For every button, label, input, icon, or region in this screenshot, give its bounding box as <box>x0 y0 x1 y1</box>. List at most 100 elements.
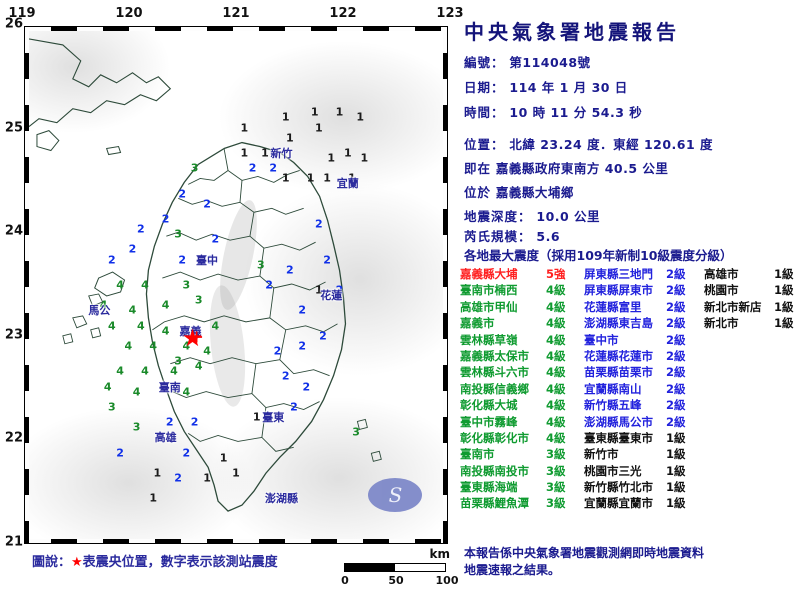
map-border-segment <box>155 27 181 31</box>
intensity-location-name: 高雄市 <box>704 267 739 281</box>
latitude-tick-25: 25 <box>4 120 23 136</box>
intensity-row: 雲林縣斗六市 4級 <box>460 364 584 380</box>
map-border-segment <box>25 53 29 79</box>
map-border-segment <box>259 539 285 543</box>
intensity-row: 新竹縣竹北市 1級 <box>584 479 704 495</box>
intensity-level-value: 3級 <box>546 463 566 478</box>
intensity-level-value: 1級 <box>666 496 686 511</box>
city-label: 臺南 <box>158 380 181 394</box>
latitude-tick-26: 26 <box>4 16 23 32</box>
station-intensity-value: 2 <box>203 197 211 211</box>
intensity-level-value: 2級 <box>666 381 686 396</box>
city-label: 臺中 <box>196 253 219 267</box>
intensity-level-value: 4級 <box>546 299 566 314</box>
map-panel: 119 120 121 122 123 26 25 24 23 22 21 <box>4 6 464 587</box>
report-field-label: 時間： <box>464 105 505 120</box>
intensity-level-value: 4級 <box>546 283 566 298</box>
longitude-tick-120: 120 <box>115 6 143 21</box>
station-intensity-value: 2 <box>323 253 331 267</box>
station-intensity-value: 4 <box>149 339 158 353</box>
intensity-location-name: 宜蘭縣南山 <box>584 381 642 396</box>
intensity-level-value: 2級 <box>666 283 686 298</box>
intensity-location-name: 花蓮縣富里 <box>584 299 642 314</box>
intensity-level-value: 2級 <box>666 398 686 413</box>
intensity-location-name: 臺中市霧峰 <box>460 414 518 429</box>
intensity-level-value: 1級 <box>774 316 794 331</box>
terrain-shading-southeast <box>211 396 443 539</box>
station-intensity-value: 1 <box>153 466 162 480</box>
station-intensity-value: 4 <box>211 319 220 333</box>
footnote-line-1: 本報告係中央氣象署地震觀測網即時地震資料 <box>464 546 705 560</box>
station-intensity-value: 1 <box>348 171 356 185</box>
station-intensity-value: 4 <box>99 298 108 312</box>
station-intensity-value: 1 <box>281 171 290 185</box>
cwa-logo-glyph: S <box>388 483 403 508</box>
intensity-level-value: 4級 <box>546 414 566 429</box>
intensity-location-name: 嘉義縣大埔 <box>460 267 518 281</box>
station-intensity-value: 3 <box>174 354 182 368</box>
station-intensity-value: 2 <box>136 222 145 236</box>
station-intensity-value: 1 <box>360 151 369 165</box>
station-intensity-value: 4 <box>182 339 191 353</box>
map-border-segment <box>207 27 233 31</box>
map-border-segment <box>25 105 29 131</box>
map-border-segment <box>25 157 29 183</box>
scale-tick-50: 50 <box>388 574 404 587</box>
intensity-level-value: 2級 <box>666 348 686 363</box>
station-intensity-value: 3 <box>194 293 203 307</box>
station-intensity-value: 2 <box>182 446 191 460</box>
intensity-location-name: 嘉義縣太保市 <box>460 348 529 363</box>
map-border-segment <box>443 469 447 495</box>
map-border-segment <box>443 157 447 183</box>
intensity-row: 宜蘭縣宜蘭市 1級 <box>584 495 704 511</box>
intensity-row: 澎湖縣東吉島 2級 <box>584 315 704 331</box>
report-field-value: 北緯 23.24 度．東經 120.61 度 <box>504 137 714 152</box>
report-field: 日期： 114 年 1 月 30 日 <box>464 77 628 96</box>
intensity-level-value: 4級 <box>546 381 566 396</box>
intensity-level-value: 4級 <box>546 348 566 363</box>
intensity-location-name: 苗栗縣鯉魚潭 <box>460 496 529 511</box>
map-border-segment <box>415 27 441 31</box>
intensity-level-value: 4級 <box>546 398 566 413</box>
station-intensity-value: 4 <box>170 364 178 378</box>
station-intensity-value: 2 <box>335 283 344 297</box>
intensity-level-value: 3級 <box>546 480 566 495</box>
intensity-location-name: 屏東縣三地門 <box>584 267 653 281</box>
intensity-row: 臺中市霧峰 4級 <box>460 414 584 430</box>
footnote-line-2: 地震速報之結果。 <box>464 563 561 577</box>
report-field-value: 嘉義縣政府東南方 40.5 公里 <box>491 161 669 176</box>
station-intensity-value: 4 <box>182 385 191 399</box>
intensity-level-value: 4級 <box>546 316 566 331</box>
station-intensity-value: 3 <box>107 400 116 414</box>
map-border-segment <box>103 539 129 543</box>
legend-description: 表震央位置，數字表示該測站震度 <box>82 555 278 570</box>
intensity-row: 彰化縣彰化市 4級 <box>460 430 584 446</box>
station-intensity-value: 3 <box>132 420 141 434</box>
intensity-row: 新竹縣五峰 2級 <box>584 397 704 413</box>
legend-prefix: 圖說： <box>32 555 72 570</box>
station-intensity-value: 2 <box>211 232 220 246</box>
map-border-segment <box>25 521 29 543</box>
intensity-level-value: 1級 <box>666 463 686 478</box>
map-border-segment <box>25 313 29 339</box>
report-field-label: 位置： <box>464 137 505 152</box>
station-intensity-value: 1 <box>219 451 228 465</box>
station-intensity-value: 1 <box>232 466 240 480</box>
intensity-column-2: 屏東縣三地門 2級 屏東縣屏東市 2級 花蓮縣富里 2級 澎湖縣東吉島 2級 臺中市 2級 花蓮縣花… <box>584 266 704 512</box>
intensity-level-value: 1級 <box>666 447 686 462</box>
city-label: 新竹 <box>270 146 293 160</box>
longitude-axis: 119 120 121 122 123 <box>8 6 463 26</box>
intensity-location-name: 新北市 <box>704 316 739 331</box>
station-intensity-value: 1 <box>306 171 315 185</box>
station-intensity-value: 2 <box>269 161 278 175</box>
intensity-row: 嘉義市 4級 <box>460 315 584 331</box>
intensity-row: 高雄市 1級 <box>704 266 800 282</box>
intensity-section-heading: 各地最大震度（採用109年新制10級震度分級） <box>464 248 733 263</box>
intensity-row: 雲林縣草嶺 4級 <box>460 332 584 348</box>
intensity-row: 南投縣南投市 3級 <box>460 463 584 479</box>
intensity-location-name: 嘉義市 <box>460 316 495 331</box>
coastline-and-county-borders <box>29 38 382 512</box>
longitude-tick-122: 122 <box>329 6 357 21</box>
